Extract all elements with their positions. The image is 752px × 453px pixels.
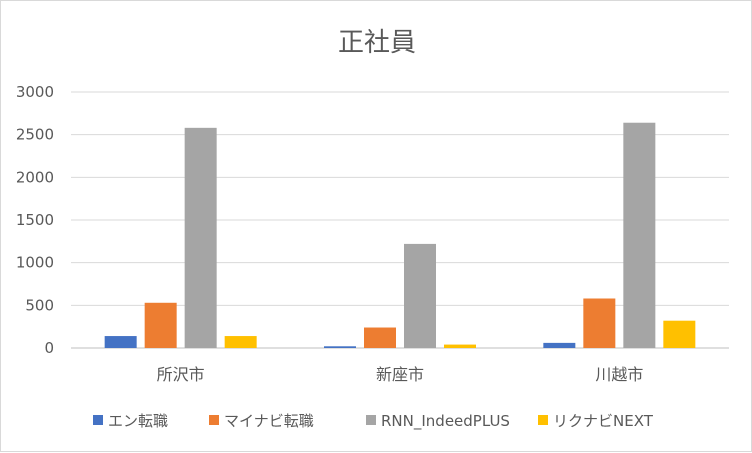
- legend-label: RNN_IndeedPLUS: [381, 412, 510, 431]
- bar: [324, 346, 356, 348]
- legend-label: マイナビ転職: [224, 412, 314, 430]
- y-tick-label: 500: [25, 296, 54, 314]
- legend-label: リクナビNEXT: [553, 412, 654, 430]
- legend-swatch: [209, 415, 219, 425]
- x-tick-label: 川越市: [595, 365, 643, 384]
- legend-item: マイナビ転職: [209, 412, 314, 430]
- bar: [444, 344, 476, 348]
- legend-item: RNN_IndeedPLUS: [366, 412, 510, 431]
- legend-item: リクナビNEXT: [538, 412, 654, 430]
- legend: エン転職 マイナビ転職 RNN_IndeedPLUS リクナビNEXT: [93, 412, 654, 431]
- bar: [184, 127, 217, 348]
- bar: [404, 243, 436, 348]
- chart-title: 正社員: [338, 28, 416, 58]
- bar: [364, 327, 396, 348]
- legend-swatch: [93, 415, 103, 425]
- y-tick-label: 1500: [16, 211, 54, 229]
- bar: [224, 336, 257, 348]
- legend-swatch: [538, 415, 548, 425]
- legend-swatch: [366, 415, 376, 425]
- bar: [623, 122, 656, 348]
- bars: [104, 122, 696, 348]
- y-tick-label: 1000: [16, 254, 54, 272]
- bar: [543, 342, 576, 348]
- y-tick-label: 2000: [16, 168, 54, 186]
- legend-item: エン転職: [93, 412, 168, 430]
- y-axis: 0 500 1000 1500 2000 2500 3000: [16, 83, 54, 357]
- x-tick-label: 新座市: [376, 365, 424, 384]
- y-tick-label: 3000: [16, 83, 54, 101]
- bar: [583, 298, 616, 348]
- bar: [104, 336, 137, 348]
- x-tick-label: 所沢市: [157, 365, 205, 384]
- y-tick-label: 0: [44, 339, 54, 357]
- legend-label: エン転職: [108, 412, 168, 430]
- bar: [144, 302, 177, 348]
- y-tick-label: 2500: [16, 126, 54, 144]
- gridlines: [71, 91, 729, 349]
- x-axis: 所沢市 新座市 川越市: [157, 365, 644, 384]
- bar: [663, 320, 696, 348]
